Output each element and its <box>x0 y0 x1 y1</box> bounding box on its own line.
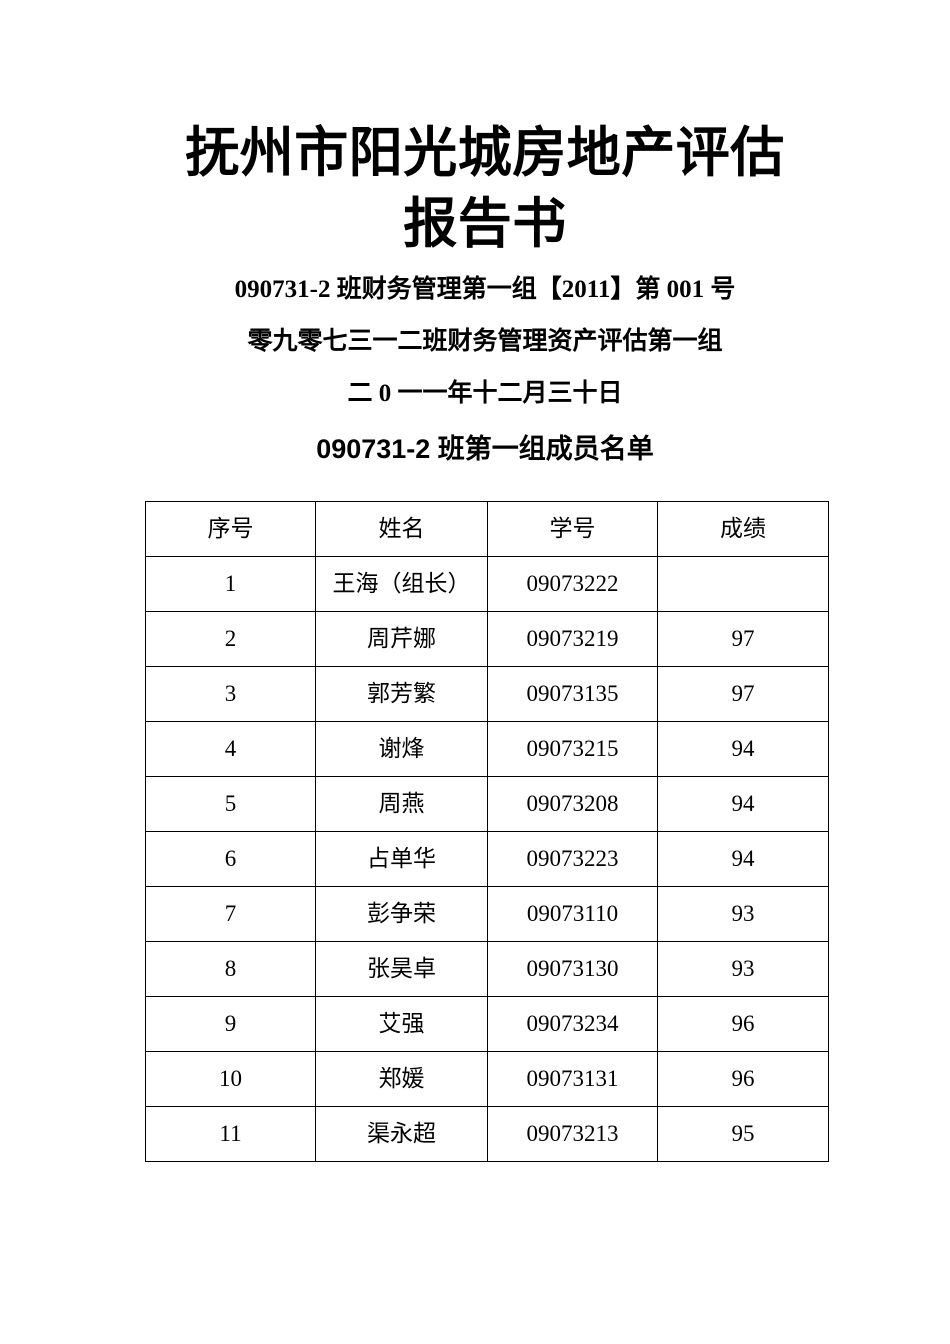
cell-student-id: 09073223 <box>487 830 658 887</box>
cell-score: 93 <box>657 885 829 942</box>
cell-name: 郑媛 <box>315 1050 488 1107</box>
cell-name: 彭争荣 <box>315 885 488 942</box>
cell-student-id: 09073131 <box>487 1050 658 1107</box>
cell-student-id: 09073130 <box>487 940 658 997</box>
cell-name: 郭芳繁 <box>315 665 488 722</box>
cell-index: 11 <box>145 1105 316 1162</box>
table-row: 4 谢烽 09073215 94 <box>145 720 829 777</box>
cell-index: 1 <box>145 555 316 612</box>
cell-index: 4 <box>145 720 316 777</box>
cell-score <box>657 555 829 612</box>
table-row: 8 张昊卓 09073130 93 <box>145 940 829 997</box>
cell-index: 7 <box>145 885 316 942</box>
page-title: 抚州市阳光城房地产评估 报告书 <box>135 0 835 261</box>
table-row: 1 王海（组长） 09073222 <box>145 555 829 612</box>
cell-score: 95 <box>657 1105 829 1162</box>
table-row: 10 郑媛 09073131 96 <box>145 1050 829 1107</box>
table-row: 7 彭争荣 09073110 93 <box>145 885 829 942</box>
cell-student-id: 09073208 <box>487 775 658 832</box>
cell-index: 9 <box>145 995 316 1052</box>
cell-score: 94 <box>657 775 829 832</box>
cell-score: 94 <box>657 830 829 887</box>
table-row: 9 艾强 09073234 96 <box>145 995 829 1052</box>
cell-score: 96 <box>657 1050 829 1107</box>
cell-name: 王海（组长） <box>315 555 488 612</box>
cell-index: 8 <box>145 940 316 997</box>
column-header-name: 姓名 <box>315 500 488 557</box>
page-title-line-1: 抚州市阳光城房地产评估 <box>185 123 785 183</box>
cell-score: 96 <box>657 995 829 1052</box>
table-row: 6 占单华 09073223 94 <box>145 830 829 887</box>
cell-name: 谢烽 <box>315 720 488 777</box>
column-header-student-id: 学号 <box>487 500 658 557</box>
issue-date: 二 0 一一年十二月三十日 <box>347 379 623 407</box>
document-number: 090731-2 班财务管理第一组【2011】第 001 号 <box>234 275 736 303</box>
cell-name: 周芹娜 <box>315 610 488 667</box>
column-header-index: 序号 <box>145 500 316 557</box>
cell-student-id: 09073213 <box>487 1105 658 1162</box>
subtitle-block: 090731-2 班财务管理第一组【2011】第 001 号 零九零七三一二班财… <box>140 277 830 463</box>
cell-name: 渠永超 <box>315 1105 488 1162</box>
cell-student-id: 09073219 <box>487 610 658 667</box>
cell-student-id: 09073135 <box>487 665 658 722</box>
cell-student-id: 09073215 <box>487 720 658 777</box>
cell-score: 97 <box>657 610 829 667</box>
cell-student-id: 09073222 <box>487 555 658 612</box>
cell-student-id: 09073110 <box>487 885 658 942</box>
cell-index: 5 <box>145 775 316 832</box>
cell-score: 97 <box>657 665 829 722</box>
table-row: 5 周燕 09073208 94 <box>145 775 829 832</box>
page-title-line-2: 报告书 <box>403 194 567 255</box>
table-row: 11 渠永超 09073213 95 <box>145 1105 829 1162</box>
issuing-group: 零九零七三一二班财务管理资产评估第一组 <box>247 327 723 355</box>
cell-name: 周燕 <box>315 775 488 832</box>
cell-index: 6 <box>145 830 316 887</box>
table-row: 3 郭芳繁 09073135 97 <box>145 665 829 722</box>
cell-name: 占单华 <box>315 830 488 887</box>
cell-index: 2 <box>145 610 316 667</box>
cell-score: 94 <box>657 720 829 777</box>
cell-index: 3 <box>145 665 316 722</box>
cell-score: 93 <box>657 940 829 997</box>
cell-name: 张昊卓 <box>315 940 488 997</box>
table-row: 2 周芹娜 09073219 97 <box>145 610 829 667</box>
section-title: 090731-2 班第一组成员名单 <box>316 433 654 464</box>
cell-index: 10 <box>145 1050 316 1107</box>
column-header-score: 成绩 <box>657 500 829 557</box>
roster-table: 序号 姓名 学号 成绩 1 王海（组长） 09073222 2 周芹娜 0907… <box>145 500 829 1162</box>
cell-name: 艾强 <box>315 995 488 1052</box>
table-header-row: 序号 姓名 学号 成绩 <box>145 500 829 557</box>
cell-student-id: 09073234 <box>487 995 658 1052</box>
roster-table-container: 序号 姓名 学号 成绩 1 王海（组长） 09073222 2 周芹娜 0907… <box>145 500 829 1162</box>
